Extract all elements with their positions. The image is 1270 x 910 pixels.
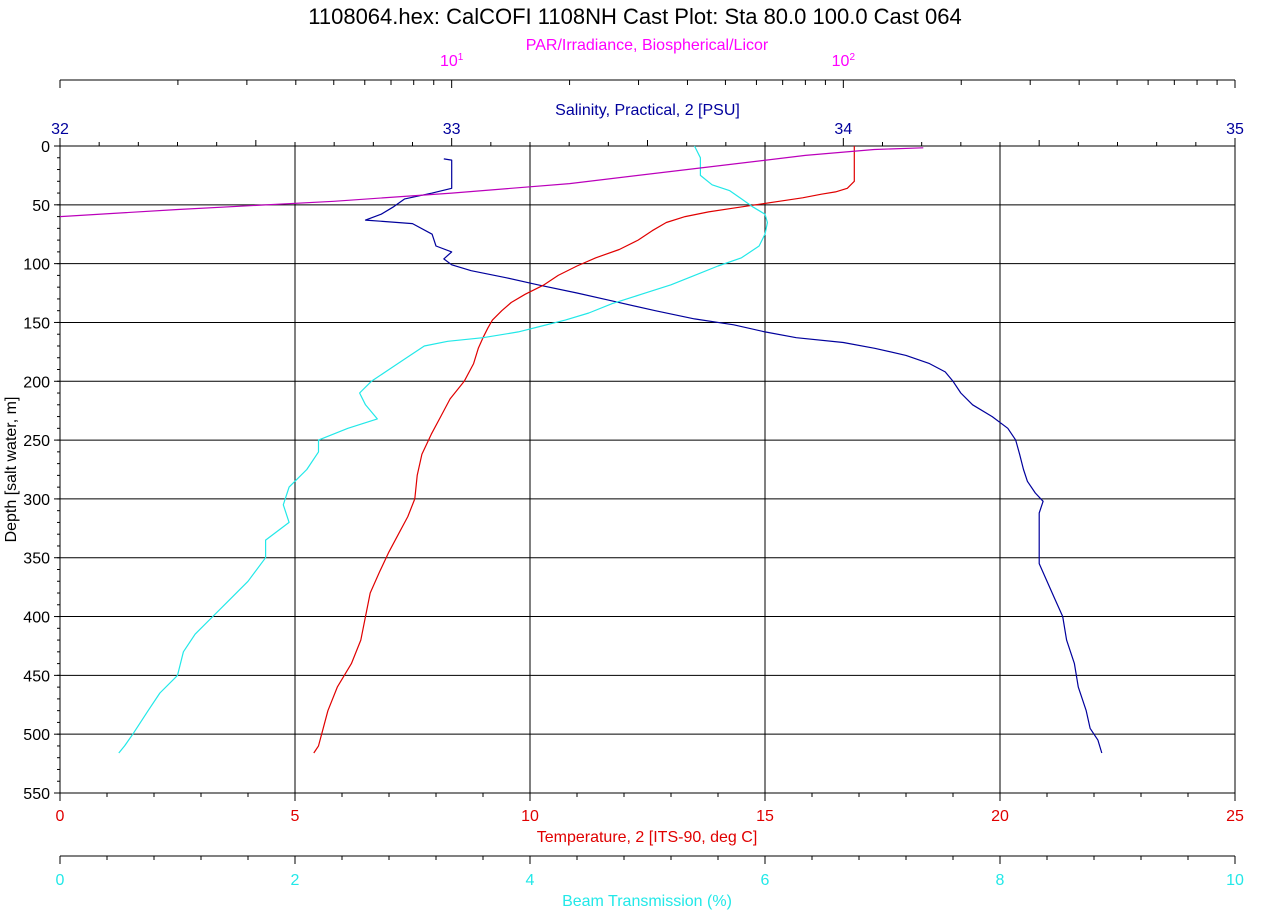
beam-profile-line xyxy=(118,145,769,754)
temperature-tick-label: 10 xyxy=(521,808,539,825)
salinity-tick-label: 35 xyxy=(1226,121,1244,138)
beam-tick-label: 6 xyxy=(761,872,770,889)
temperature-tick-label: 5 xyxy=(291,808,300,825)
beam-tick-label: 10 xyxy=(1226,872,1244,889)
depth-tick-label: 200 xyxy=(23,374,50,391)
beam-tick-label: 0 xyxy=(56,872,65,889)
temperature-tick-label: 20 xyxy=(991,808,1009,825)
beam-tick-label: 2 xyxy=(291,872,300,889)
par-profile-line xyxy=(59,147,924,218)
depth-tick-label: 50 xyxy=(32,198,50,215)
par-axis-label: PAR/Irradiance, Biospherical/Licor xyxy=(526,37,769,54)
par-tick-base: 10 xyxy=(440,53,458,70)
par-tick-exponent: 2 xyxy=(849,52,855,63)
par-tick-label: 102 xyxy=(832,52,856,70)
salinity-tick-label: 33 xyxy=(443,121,461,138)
temperature-tick-label: 15 xyxy=(756,808,774,825)
depth-tick-label: 450 xyxy=(23,668,50,685)
depth-tick-label: 150 xyxy=(23,315,50,332)
beam-axis-label: Beam Transmission (%) xyxy=(562,893,732,910)
salinity-tick-label: 34 xyxy=(834,121,852,138)
temperature-profile-line xyxy=(313,146,855,754)
depth-tick-label: 300 xyxy=(23,492,50,509)
depth-tick-label: 0 xyxy=(41,139,50,156)
plot-frame xyxy=(59,145,1236,794)
beam-tick-label: 4 xyxy=(526,872,535,889)
depth-axis-label: Depth [salt water, m] xyxy=(3,397,20,543)
depth-tick-label: 400 xyxy=(23,610,50,627)
depth-tick-label: 350 xyxy=(23,551,50,568)
salinity-profile-line xyxy=(364,158,1103,754)
temperature-tick-label: 25 xyxy=(1226,808,1244,825)
depth-tick-label: 100 xyxy=(23,257,50,274)
depth-tick-label: 550 xyxy=(23,786,50,803)
par-tick-base: 10 xyxy=(832,53,850,70)
salinity-tick-label: 32 xyxy=(51,121,69,138)
par-tick-exponent: 1 xyxy=(458,52,464,63)
par-tick-label: 101 xyxy=(440,52,464,70)
beam-tick-label: 8 xyxy=(996,872,1005,889)
chart-title: 1108064.hex: CalCOFI 1108NH Cast Plot: S… xyxy=(308,4,961,29)
temperature-tick-label: 0 xyxy=(56,808,65,825)
depth-tick-label: 500 xyxy=(23,727,50,744)
depth-tick-label: 250 xyxy=(23,433,50,450)
temperature-axis-label: Temperature, 2 [ITS-90, deg C] xyxy=(537,829,758,846)
salinity-axis-label: Salinity, Practical, 2 [PSU] xyxy=(555,102,740,119)
